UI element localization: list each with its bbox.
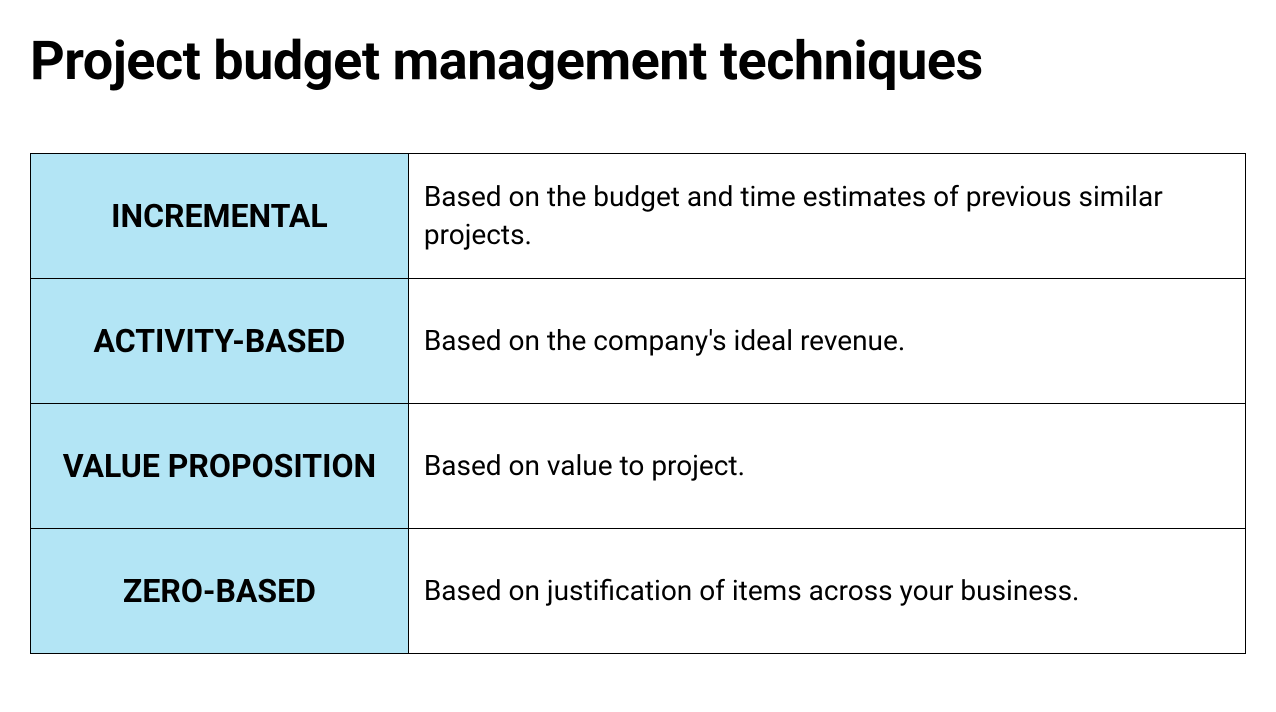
technique-desc-activity-based: Based on the company's ideal revenue. bbox=[408, 279, 1245, 404]
technique-label-incremental: INCREMENTAL bbox=[31, 154, 409, 279]
technique-desc-value-proposition: Based on value to project. bbox=[408, 404, 1245, 529]
techniques-table: INCREMENTAL Based on the budget and time… bbox=[30, 153, 1246, 654]
table-row: VALUE PROPOSITION Based on value to proj… bbox=[31, 404, 1246, 529]
table-row: INCREMENTAL Based on the budget and time… bbox=[31, 154, 1246, 279]
technique-label-value-proposition: VALUE PROPOSITION bbox=[31, 404, 409, 529]
technique-label-zero-based: ZERO-BASED bbox=[31, 529, 409, 654]
technique-desc-zero-based: Based on justification of items across y… bbox=[408, 529, 1245, 654]
table-row: ACTIVITY-BASED Based on the company's id… bbox=[31, 279, 1246, 404]
table-row: ZERO-BASED Based on justification of ite… bbox=[31, 529, 1246, 654]
page-title: Project budget management techniques bbox=[30, 30, 1246, 93]
technique-label-activity-based: ACTIVITY-BASED bbox=[31, 279, 409, 404]
technique-desc-incremental: Based on the budget and time estimates o… bbox=[408, 154, 1245, 279]
